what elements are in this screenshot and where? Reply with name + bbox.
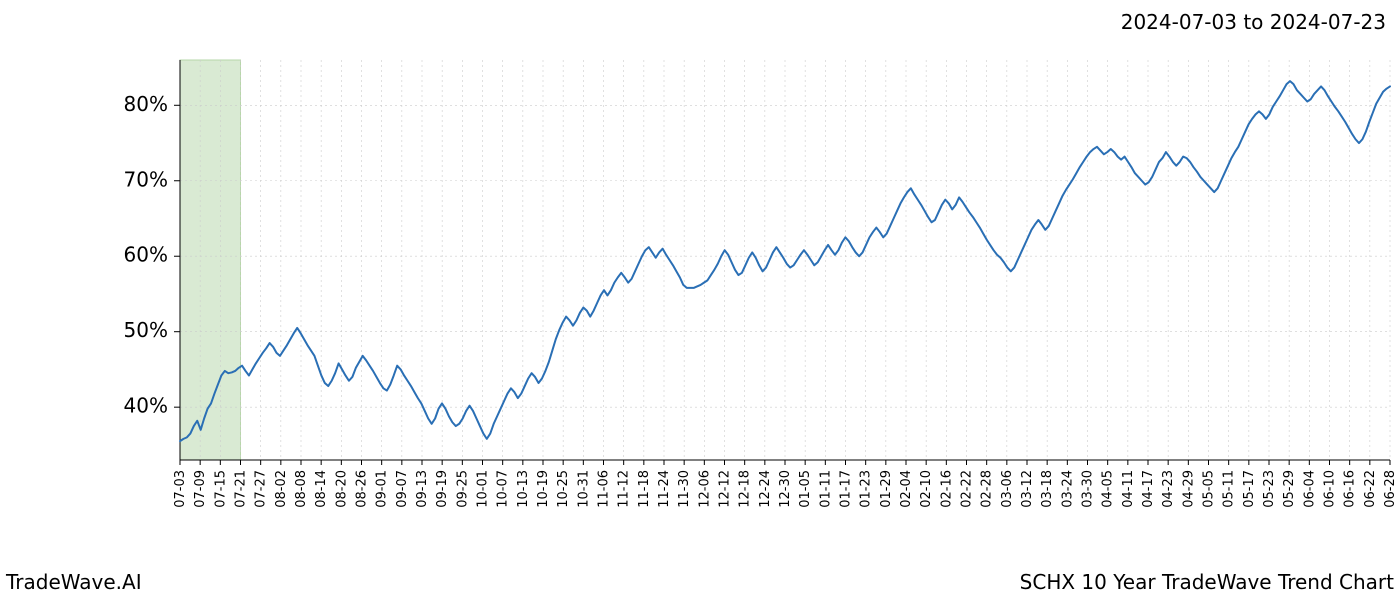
- y-tick-label: 70%: [124, 167, 168, 191]
- x-tick-label: 04-23: [1161, 470, 1176, 508]
- highlight-band: [180, 60, 241, 460]
- x-tick-label: 01-11: [818, 470, 833, 508]
- x-tick-label: 01-17: [839, 470, 854, 508]
- x-tick-label: 09-07: [395, 470, 410, 508]
- x-tick-label: 03-24: [1060, 470, 1075, 508]
- footer-brand: TradeWave.AI: [6, 570, 142, 594]
- x-tick-label: 11-12: [617, 470, 632, 508]
- x-tick-label: 08-14: [314, 470, 329, 508]
- x-tick-label: 08-08: [294, 470, 309, 508]
- x-tick-label: 09-01: [375, 470, 390, 508]
- x-tick-label: 11-06: [597, 470, 612, 508]
- y-tick-label: 40%: [124, 394, 168, 418]
- x-tick-label: 04-05: [1101, 470, 1116, 508]
- x-tick-label: 05-05: [1202, 470, 1217, 508]
- x-tick-label: 10-13: [516, 470, 531, 508]
- x-tick-label: 03-30: [1081, 470, 1096, 508]
- x-tick-label: 07-03: [173, 470, 188, 508]
- x-tick-label: 02-04: [899, 470, 914, 508]
- x-tick-label: 09-13: [415, 470, 430, 508]
- x-tick-label: 09-25: [455, 470, 470, 508]
- y-tick-label: 60%: [124, 243, 168, 267]
- chart-container: 40% 50% 60% 70% 80% 07-03 07-09 07-15 07-21 07-27…: [0, 40, 1400, 560]
- x-tick-label: 08-02: [274, 470, 289, 508]
- x-tick-label: 08-26: [355, 470, 370, 508]
- x-tick-label: 04-29: [1181, 470, 1196, 508]
- y-tick-label: 50%: [124, 318, 168, 342]
- x-tick-label: 11-30: [677, 470, 692, 508]
- x-tick-label: 02-10: [919, 470, 934, 508]
- date-range-label: 2024-07-03 to 2024-07-23: [1121, 10, 1386, 34]
- line-chart: 40% 50% 60% 70% 80% 07-03 07-09 07-15 07-21 07-27…: [0, 40, 1400, 560]
- x-tick-label: 10-07: [496, 470, 511, 508]
- x-tick-label: 07-15: [213, 470, 228, 508]
- x-tick-label: 07-27: [254, 470, 269, 508]
- y-tick-label: 80%: [124, 92, 168, 116]
- x-tick-label: 10-01: [476, 470, 491, 508]
- x-tick-label: 12-24: [758, 470, 773, 508]
- x-tick-label: 02-28: [980, 470, 995, 508]
- x-tick-label: 12-12: [718, 470, 733, 508]
- x-tick-label: 12-30: [778, 470, 793, 508]
- x-tick-label: 10-19: [536, 470, 551, 508]
- x-tick-label: 10-25: [556, 470, 571, 508]
- x-tick-label: 03-18: [1040, 470, 1055, 508]
- x-tick-label: 06-28: [1383, 470, 1398, 508]
- x-tick-label: 06-22: [1363, 470, 1378, 508]
- x-tick-label: 06-10: [1323, 470, 1338, 508]
- x-tick-label: 05-11: [1222, 470, 1237, 508]
- x-tick-label: 10-31: [576, 470, 591, 508]
- x-tick-label: 01-29: [879, 470, 894, 508]
- x-tick-label: 07-09: [193, 470, 208, 508]
- x-tick-label: 11-18: [637, 470, 652, 508]
- x-tick-label: 02-22: [960, 470, 975, 508]
- x-tick-label: 05-17: [1242, 470, 1257, 508]
- x-tick-label: 03-06: [1000, 470, 1015, 508]
- x-tick-label: 04-11: [1121, 470, 1136, 508]
- x-tick-label: 01-05: [798, 470, 813, 508]
- x-tick-label: 12-18: [738, 470, 753, 508]
- x-tick-label: 02-16: [939, 470, 954, 508]
- x-tick-label: 05-23: [1262, 470, 1277, 508]
- footer-chart-title: SCHX 10 Year TradeWave Trend Chart: [1020, 570, 1394, 594]
- x-tick-label: 06-16: [1343, 470, 1358, 508]
- x-tick-label: 11-24: [657, 470, 672, 508]
- x-tick-label: 07-21: [234, 470, 249, 508]
- x-tick-label: 05-29: [1282, 470, 1297, 508]
- x-tick-label: 12-06: [697, 470, 712, 508]
- x-tick-label: 03-12: [1020, 470, 1035, 508]
- x-tick-label: 06-04: [1302, 470, 1317, 508]
- x-tick-label: 04-17: [1141, 470, 1156, 508]
- x-tick-label: 01-23: [859, 470, 874, 508]
- x-tick-label: 09-19: [435, 470, 450, 508]
- x-tick-label: 08-20: [334, 470, 349, 508]
